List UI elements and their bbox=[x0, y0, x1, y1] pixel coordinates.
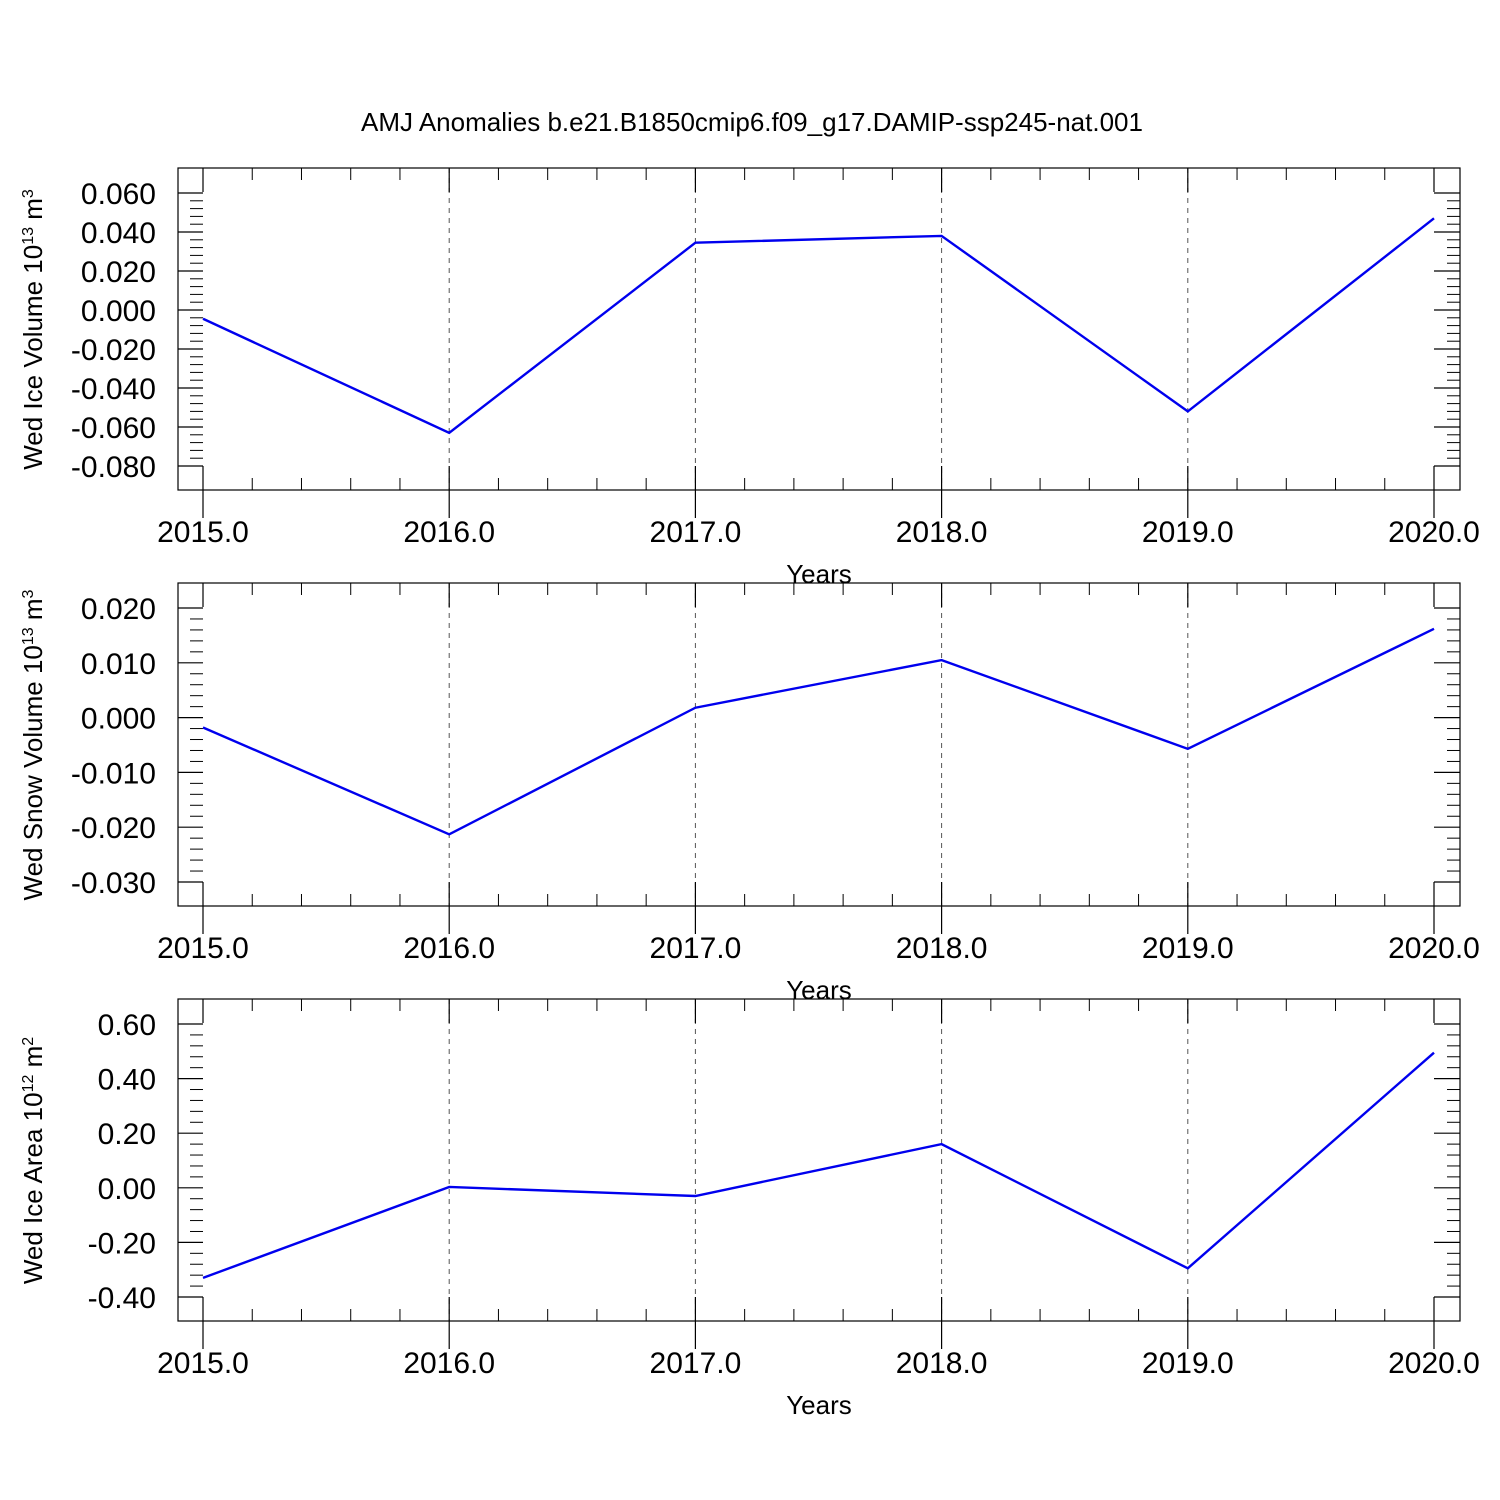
y-tick-label: -0.080 bbox=[71, 451, 156, 484]
x-tick-label: 2017.0 bbox=[650, 932, 742, 965]
plot-frame bbox=[177, 998, 1461, 1322]
y-tick-label: -0.060 bbox=[71, 412, 156, 445]
x-tick-label: 2018.0 bbox=[896, 516, 988, 549]
y-axis-title-part: m bbox=[18, 198, 48, 227]
plot-frame bbox=[177, 582, 1461, 907]
y-tick-label: 0.040 bbox=[81, 217, 156, 250]
y-tick-label: 0.060 bbox=[81, 178, 156, 211]
y-tick-label: 0.010 bbox=[81, 648, 156, 681]
y-tick-label: -0.20 bbox=[88, 1227, 156, 1260]
x-tick-label: 2016.0 bbox=[403, 932, 495, 965]
plot-frame bbox=[177, 167, 1461, 491]
y-tick-label: 0.000 bbox=[81, 295, 156, 328]
y-axis-title-superscript: 2 bbox=[20, 1037, 37, 1046]
y-tick-label: -0.030 bbox=[71, 867, 156, 900]
y-axis-title-part: Wed Ice Area 10 bbox=[18, 1092, 48, 1284]
y-tick-label: 0.000 bbox=[81, 703, 156, 736]
y-tick-label: 0.020 bbox=[81, 256, 156, 289]
x-tick-label: 2015.0 bbox=[157, 1347, 249, 1380]
y-tick-label: -0.020 bbox=[71, 812, 156, 845]
series-line bbox=[202, 217, 1435, 435]
y-tick-label: 0.00 bbox=[98, 1173, 156, 1206]
y-axis-title: Wed Ice Volume 1013 m3 bbox=[18, 189, 48, 470]
x-axis-title: Years bbox=[786, 559, 852, 589]
x-tick-label: 2017.0 bbox=[650, 1347, 742, 1380]
x-axis-title: Years bbox=[786, 1390, 852, 1420]
x-tick-label: 2016.0 bbox=[403, 1347, 495, 1380]
x-tick-label: 2019.0 bbox=[1142, 516, 1234, 549]
series-line bbox=[202, 1051, 1435, 1280]
x-tick-label: 2020.0 bbox=[1388, 1347, 1480, 1380]
x-tick-label: 2019.0 bbox=[1142, 932, 1234, 965]
y-axis-title-part: m bbox=[18, 1046, 48, 1075]
y-tick-label: 0.60 bbox=[98, 1009, 156, 1042]
x-tick-label: 2018.0 bbox=[896, 1347, 988, 1380]
chart-title: AMJ Anomalies b.e21.B1850cmip6.f09_g17.D… bbox=[361, 107, 1143, 137]
x-tick-label: 2015.0 bbox=[157, 932, 249, 965]
y-tick-label: 0.40 bbox=[98, 1064, 156, 1097]
y-axis-title-part: Wed Ice Volume 10 bbox=[18, 245, 48, 470]
y-tick-label: -0.40 bbox=[88, 1282, 156, 1315]
series-line bbox=[202, 627, 1435, 836]
x-tick-label: 2019.0 bbox=[1142, 1347, 1234, 1380]
x-tick-label: 2020.0 bbox=[1388, 516, 1480, 549]
y-axis-title: Wed Snow Volume 1013 m3 bbox=[18, 589, 48, 900]
x-tick-label: 2016.0 bbox=[403, 516, 495, 549]
y-axis-title-part: m bbox=[18, 598, 48, 627]
y-axis-title-part: Wed Snow Volume 10 bbox=[18, 645, 48, 900]
y-tick-label: 0.020 bbox=[81, 593, 156, 626]
panel-1: 0.060 0.040 0.020 0.000 -0.020 -0.040 -0.060 -0… bbox=[18, 167, 1480, 589]
y-tick-label: -0.040 bbox=[71, 373, 156, 406]
y-axis-title: Wed Ice Area 1012 m2 bbox=[18, 1037, 48, 1284]
y-axis-title-superscript: 12 bbox=[20, 1075, 37, 1093]
x-tick-label: 2020.0 bbox=[1388, 932, 1480, 965]
y-axis-title-superscript: 3 bbox=[20, 589, 37, 598]
y-axis-title-superscript: 3 bbox=[20, 189, 37, 198]
y-tick-label: 0.20 bbox=[98, 1118, 156, 1151]
x-tick-label: 2017.0 bbox=[650, 516, 742, 549]
y-tick-label: -0.010 bbox=[71, 757, 156, 790]
x-tick-label: 2018.0 bbox=[896, 932, 988, 965]
y-tick-label: -0.020 bbox=[71, 334, 156, 367]
x-tick-label: 2015.0 bbox=[157, 516, 249, 549]
y-axis-title-superscript: 13 bbox=[20, 227, 37, 245]
y-axis-title-superscript: 13 bbox=[20, 627, 37, 645]
x-axis-title: Years bbox=[786, 975, 852, 1005]
